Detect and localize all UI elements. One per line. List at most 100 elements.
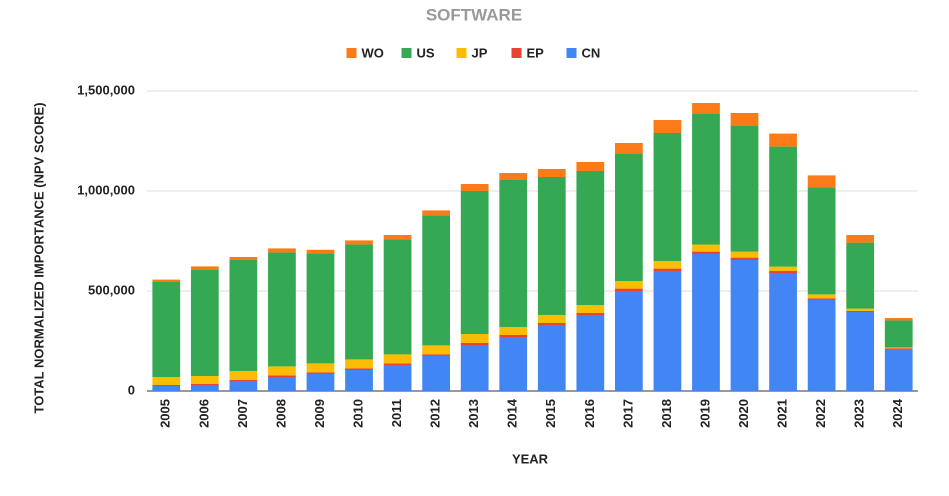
bar-segment xyxy=(808,175,836,187)
x-tick-label: 2013 xyxy=(466,399,481,428)
bar-segment xyxy=(731,126,759,252)
bar-segment xyxy=(229,371,257,380)
bar-segment xyxy=(769,134,797,147)
bar-segment xyxy=(808,300,836,391)
bar-segment xyxy=(692,254,720,391)
bar-segment xyxy=(769,147,797,267)
bar-segment xyxy=(345,244,373,359)
bar-segment xyxy=(499,335,527,337)
bar-segment xyxy=(576,313,604,315)
bar-segment xyxy=(191,270,219,376)
bar-segment xyxy=(268,375,296,377)
bar-segment xyxy=(461,184,489,191)
bar-segment xyxy=(615,291,643,391)
bar-segment xyxy=(654,271,682,391)
bar-segment xyxy=(731,260,759,391)
bar-segment xyxy=(499,327,527,335)
bar-segment xyxy=(692,252,720,254)
x-axis-label: YEAR xyxy=(512,451,549,466)
bar-segment xyxy=(576,162,604,171)
bar-segment xyxy=(422,215,450,345)
bar-segment xyxy=(808,298,836,300)
x-tick-label: 2007 xyxy=(235,399,250,428)
bar-segment xyxy=(885,349,913,391)
bar-segment xyxy=(499,337,527,391)
bar-segment xyxy=(384,239,412,354)
bar-segment xyxy=(191,385,219,391)
bar-segment xyxy=(461,345,489,391)
y-tick-label: 1,500,000 xyxy=(77,82,135,97)
bar-segment xyxy=(808,294,836,298)
legend-label: US xyxy=(417,45,435,60)
bar-segment xyxy=(846,312,874,391)
legend-swatch xyxy=(457,48,467,58)
bar-segment xyxy=(229,257,257,260)
bar-segment xyxy=(461,191,489,334)
bar-segment xyxy=(731,113,759,126)
x-tick-label: 2011 xyxy=(389,399,404,427)
y-tick-label: 1,000,000 xyxy=(77,182,135,197)
bar-segment xyxy=(307,374,335,391)
bar-segment xyxy=(345,368,373,370)
x-tick-label: 2006 xyxy=(196,399,211,428)
bar-segment xyxy=(307,253,335,363)
bar-segment xyxy=(846,243,874,309)
bar-segment xyxy=(576,305,604,313)
bar-segment xyxy=(654,269,682,271)
x-tick-label: 2024 xyxy=(890,398,905,428)
bar-segment xyxy=(152,386,180,391)
legend-label: WO xyxy=(362,45,384,60)
bar-segment xyxy=(538,315,566,323)
bar-segment xyxy=(268,366,296,375)
legend-label: CN xyxy=(582,45,601,60)
bar-segment xyxy=(229,380,257,381)
legend-swatch xyxy=(402,48,412,58)
bar-segment xyxy=(384,354,412,363)
x-tick-label: 2012 xyxy=(428,399,443,428)
bar-segment xyxy=(384,363,412,365)
bar-segment xyxy=(307,363,335,372)
y-tick-label: 0 xyxy=(128,382,135,397)
bar-segment xyxy=(885,347,913,348)
bar-segment xyxy=(692,103,720,114)
x-tick-label: 2016 xyxy=(582,399,597,428)
bar-segment xyxy=(846,235,874,243)
bar-segment xyxy=(769,273,797,391)
x-tick-label: 2008 xyxy=(273,399,288,428)
bar-segment xyxy=(885,348,913,349)
bar-segment xyxy=(307,372,335,374)
bar-segment xyxy=(499,173,527,180)
bar-segment xyxy=(152,282,180,377)
x-tick-label: 2023 xyxy=(852,399,867,428)
bar-segment xyxy=(461,334,489,343)
bar-segment xyxy=(885,318,913,320)
bar-segment xyxy=(692,114,720,245)
bar-segment xyxy=(152,280,180,282)
legend-label: JP xyxy=(472,45,488,60)
bar-segment xyxy=(422,356,450,391)
y-axis-label: TOTAL NORMALIZED IMPORTANCE (NPV SCORE) xyxy=(31,102,46,413)
bar-segment xyxy=(808,187,836,294)
bar-segment xyxy=(268,252,296,366)
x-tick-label: 2009 xyxy=(312,399,327,428)
x-tick-label: 2015 xyxy=(543,399,558,428)
bar-segment xyxy=(654,261,682,269)
bar-segment xyxy=(615,143,643,154)
bar-segment xyxy=(538,177,566,315)
bar-segment xyxy=(538,323,566,325)
bar-segment xyxy=(731,258,759,260)
bar-segment xyxy=(615,154,643,281)
bar-segment xyxy=(307,250,335,254)
legend-swatch xyxy=(567,48,577,58)
bar-segment xyxy=(152,377,180,385)
bar-segment xyxy=(846,309,874,311)
bar-segment xyxy=(268,377,296,391)
bar-segment xyxy=(384,365,412,391)
bar-segment xyxy=(769,267,797,271)
x-tick-label: 2010 xyxy=(350,399,365,428)
bar-segment xyxy=(422,345,450,354)
bar-segment xyxy=(692,245,720,252)
chart-title: SOFTWARE xyxy=(426,5,522,24)
bar-segment xyxy=(538,169,566,177)
